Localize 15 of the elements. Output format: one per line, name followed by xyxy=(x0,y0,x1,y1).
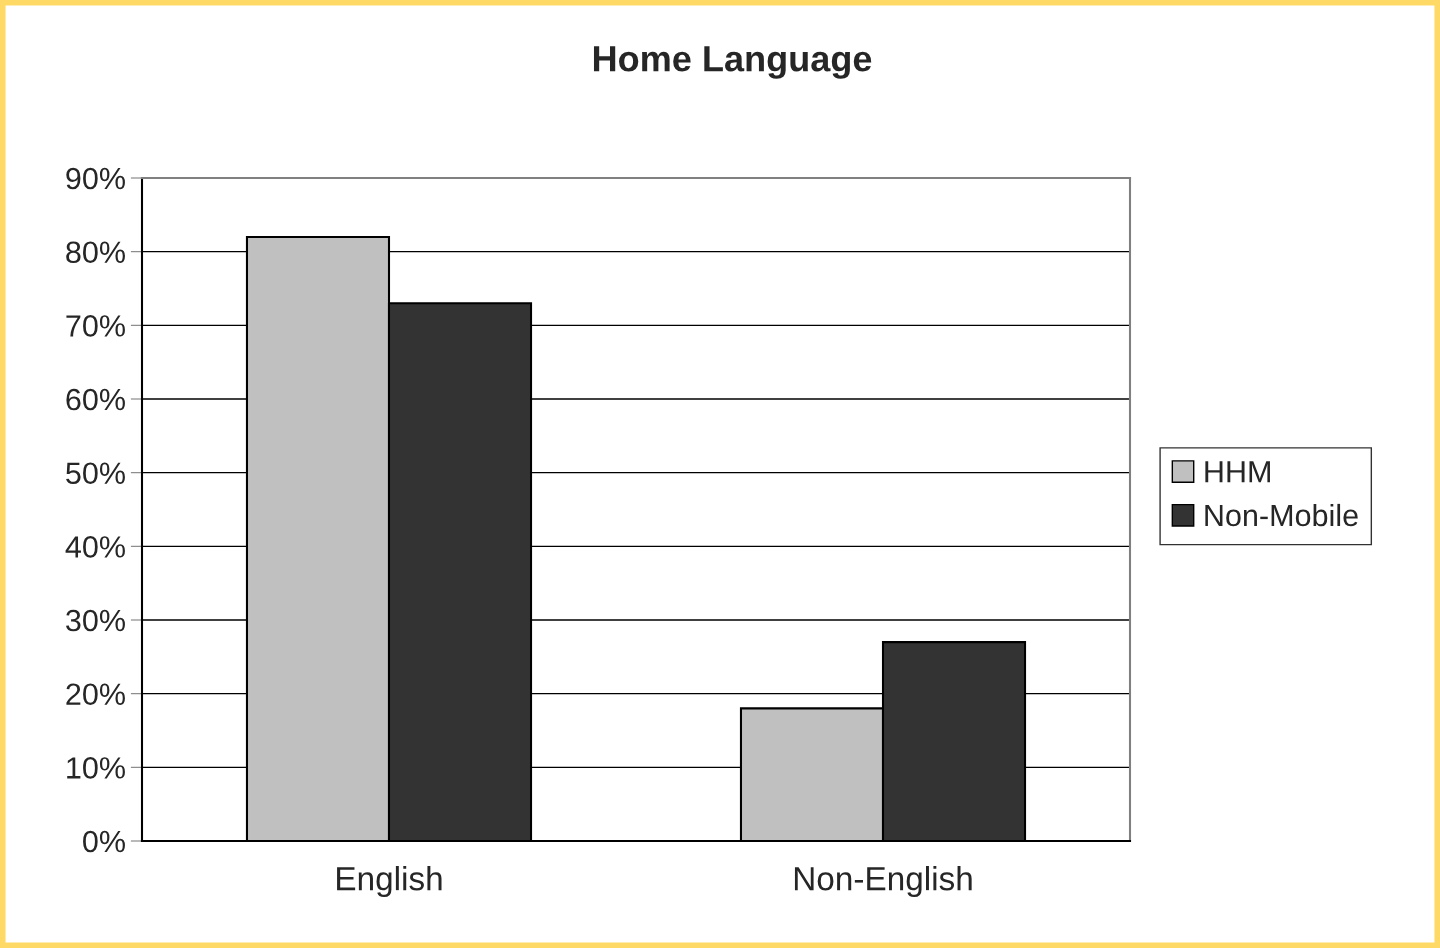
chart-title: Home Language xyxy=(593,46,872,79)
y-tick-label: 10% xyxy=(67,757,125,779)
y-tick-label: 60% xyxy=(66,388,125,411)
legend-label: HHM xyxy=(1205,461,1270,483)
x-tick-label: Non-English xyxy=(794,866,972,898)
legend-label: Non-Mobile xyxy=(1205,503,1358,527)
y-tick-label: 80% xyxy=(66,241,125,264)
y-tick-label: 50% xyxy=(66,462,125,485)
x-tick-label: English xyxy=(337,866,442,898)
y-tick-label: 70% xyxy=(66,315,125,337)
y-tick-label: 40% xyxy=(65,536,125,558)
y-tick-label: 0% xyxy=(83,830,125,853)
y-tick-label: 20% xyxy=(66,683,125,706)
y-tick-label: 30% xyxy=(66,609,125,632)
y-tick-label: 90% xyxy=(66,167,125,190)
